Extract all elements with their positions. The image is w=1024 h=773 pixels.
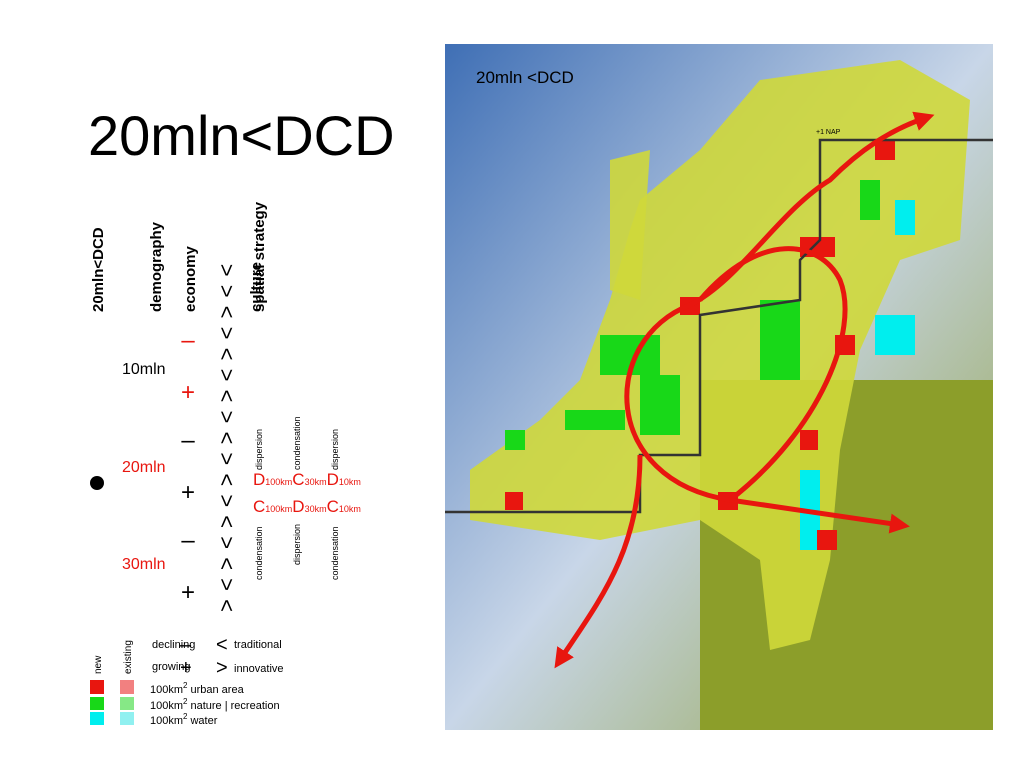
legend-text: 100km2 nature | recreation	[150, 697, 280, 712]
map-shape	[817, 530, 837, 550]
economy-mark: +	[181, 479, 195, 506]
strategy-label: dispersion	[292, 524, 302, 565]
current-marker	[90, 476, 104, 490]
map-shape	[624, 111, 935, 503]
swatch	[120, 712, 134, 725]
map-shape	[760, 300, 800, 380]
legend-text: <	[216, 634, 228, 656]
legend-text: declining	[152, 639, 195, 651]
strategy-code: C100kmD30kmC10km	[253, 497, 361, 516]
map-shape: 10km	[339, 477, 361, 487]
map: 20mln <DCD +1 NAP	[445, 44, 993, 730]
slide-title: 20mln<DCD	[88, 104, 395, 167]
map-shape	[729, 497, 910, 534]
map-shape	[505, 492, 523, 510]
map-shape: 10km	[339, 504, 361, 514]
strategy-label: condensation	[254, 526, 264, 580]
map-shape: 100km	[265, 504, 292, 514]
legend-text: innovative	[234, 663, 284, 675]
map-shape: 2	[183, 681, 188, 690]
header: culture	[248, 262, 265, 312]
economy-mark: +	[181, 579, 195, 606]
map-label: 20mln <DCD	[476, 68, 574, 87]
culture-marks: > < > < > < > < > < > < > < > < <	[214, 263, 239, 612]
map-shape: urban area	[190, 684, 244, 696]
economy-mark: –	[181, 327, 195, 354]
row-label: 10mln	[122, 361, 166, 378]
header: spatial strategy	[251, 201, 268, 312]
swatch	[90, 680, 104, 694]
map-shape: D	[292, 497, 304, 516]
legend-text: –	[180, 634, 192, 656]
map-shape: 100km	[150, 684, 183, 696]
map-shape: 100km	[150, 715, 183, 727]
strategy-label: dispersion	[254, 429, 264, 470]
map-label: +1 NAP	[816, 129, 841, 136]
map-shape	[875, 140, 895, 160]
legend-text: 100km2 urban area	[150, 681, 245, 696]
economy-mark: –	[181, 427, 195, 454]
map-shape	[875, 315, 915, 355]
legend-text: growing	[152, 661, 191, 673]
header: demography	[148, 221, 165, 312]
strategy-label: dispersion	[330, 429, 340, 470]
swatch	[120, 697, 134, 710]
header: economy	[182, 245, 199, 312]
map-shape	[505, 430, 525, 450]
header: 20mln<DCD	[90, 227, 107, 312]
legend-text: +	[180, 657, 192, 679]
map-shape: C	[327, 497, 339, 516]
map-shape: D	[253, 470, 265, 489]
row-labels: 10mln 20mln 30mln	[122, 361, 166, 573]
legend-text: existing	[123, 640, 134, 674]
strategy-label: condensation	[330, 526, 340, 580]
legend-text: new	[93, 655, 104, 674]
strategy-labels: dispersion condensation dispersion conde…	[254, 416, 340, 580]
strategy-code: D100kmC30kmD10km	[253, 470, 361, 489]
land-grid	[470, 60, 970, 650]
economy-mark: +	[181, 379, 195, 406]
map-shape: 2	[183, 712, 188, 721]
row-label: 30mln	[122, 556, 166, 573]
strategy-label: condensation	[292, 416, 302, 470]
map-shape: nature | recreation	[190, 700, 279, 712]
map-shape: water	[189, 715, 217, 727]
map-shape	[860, 180, 880, 220]
map-shape	[640, 375, 680, 435]
map-shape: C	[292, 470, 304, 489]
map-shape	[895, 200, 915, 235]
map-shape: 30km	[305, 504, 327, 514]
map-shape	[565, 410, 625, 430]
row-label: 20mln	[122, 459, 166, 476]
swatch	[90, 697, 104, 710]
arrows	[554, 111, 935, 669]
map-shape: 2	[183, 697, 188, 706]
swatch	[90, 712, 104, 725]
strategy: D100kmC30kmD10km C100kmD30kmC10km	[253, 470, 361, 516]
legend-text: traditional	[234, 639, 282, 651]
map-shape: 100km	[265, 477, 292, 487]
land-grid	[610, 150, 650, 300]
economy-marks: – + – + – +	[181, 327, 195, 606]
map-shape: D	[327, 470, 339, 489]
map-shape: 30km	[305, 477, 327, 487]
map-shape	[698, 246, 848, 502]
map-shape: 100km	[150, 700, 183, 712]
map-shape: C	[253, 497, 265, 516]
legend-text: >	[216, 657, 228, 679]
swatch	[120, 680, 134, 694]
map-shape	[800, 430, 818, 450]
column-headers: 20mln<DCD demography economy culture spa…	[90, 201, 268, 312]
legend: new existing declining – < traditional g…	[90, 634, 284, 727]
economy-mark: –	[181, 527, 195, 554]
legend-text: 100km2 water	[150, 712, 218, 727]
map-shape	[554, 454, 643, 669]
